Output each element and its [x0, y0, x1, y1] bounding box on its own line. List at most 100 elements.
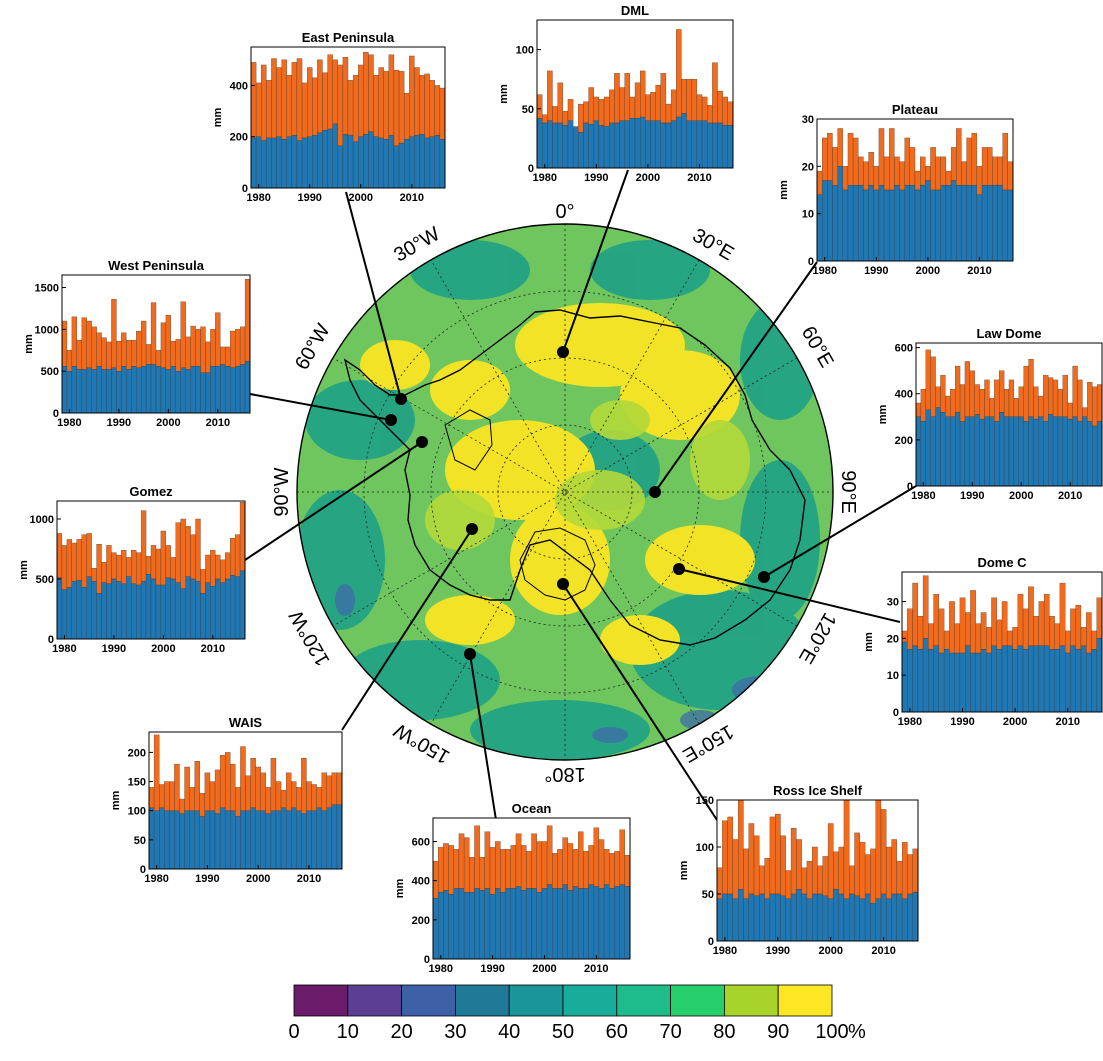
bar-upper [131, 550, 137, 584]
site-marker-gomez [416, 436, 428, 448]
bar-upper [901, 842, 908, 899]
bar-upper [1008, 379, 1015, 417]
bar-lower [316, 807, 322, 870]
polar-map: 0° 30°E 60°E 90°E 120°E 150°E 180° 150°W… [271, 201, 859, 785]
bar-lower [432, 898, 439, 960]
bar-lower [321, 810, 327, 870]
bar-lower [896, 893, 903, 942]
bar-upper [230, 763, 236, 811]
bar-lower [567, 890, 574, 960]
bar-upper [306, 781, 312, 811]
bar-upper [363, 51, 369, 135]
bar-lower [965, 645, 971, 713]
bar-lower [220, 364, 226, 414]
bar-upper [200, 326, 206, 374]
bar-upper [265, 787, 272, 814]
bar-lower [1082, 416, 1088, 487]
bar-lower [925, 409, 931, 487]
y-tick-label: 150 [696, 795, 714, 807]
lon-label: 0° [555, 201, 574, 223]
bar-lower [609, 888, 615, 960]
bar-lower [1067, 418, 1073, 487]
bar-upper [179, 798, 185, 814]
bar-upper [61, 545, 68, 590]
bar-lower [429, 136, 435, 189]
bar-lower [448, 894, 454, 960]
bar-lower [961, 185, 967, 262]
bar-upper [500, 849, 506, 893]
bar-lower [907, 649, 913, 713]
colorbar-tick-label: 40 [498, 1021, 520, 1043]
bar-upper [71, 542, 77, 582]
colorbar-tick-label: 30 [444, 1021, 466, 1043]
bar-lower [342, 134, 349, 189]
bar-upper [670, 89, 677, 121]
bar-upper [557, 849, 563, 889]
bar-upper [86, 320, 92, 368]
bar-upper [136, 330, 142, 368]
bar-lower [833, 889, 839, 942]
site-marker-dome-c [673, 563, 685, 575]
bar-upper [1048, 377, 1054, 415]
bar-lower [1087, 421, 1093, 487]
bar-upper [588, 845, 594, 885]
bar-upper [180, 301, 186, 368]
bar-lower [121, 366, 127, 414]
bar-lower [250, 807, 256, 870]
bar-upper [994, 379, 1000, 422]
bar-lower [1008, 416, 1015, 487]
bar-upper [398, 71, 405, 144]
bar-upper [81, 534, 87, 588]
bar-lower [443, 890, 449, 960]
bar-upper [145, 556, 152, 575]
bar-upper [732, 839, 739, 899]
bar-upper [474, 825, 480, 889]
bar-upper [378, 67, 384, 139]
bar-lower [145, 574, 152, 640]
bar-upper [996, 619, 1003, 650]
bar-upper [999, 370, 1005, 413]
bar-upper [930, 356, 936, 417]
bar-lower [81, 587, 87, 640]
bar-upper [852, 137, 859, 186]
bar-upper [140, 510, 147, 582]
bar-lower [434, 135, 441, 189]
bar-lower [880, 893, 887, 942]
bar-upper [1062, 375, 1068, 417]
map-light-green-patches [425, 400, 750, 550]
bar-upper [738, 799, 744, 890]
bar-lower [195, 366, 201, 414]
bar-upper [907, 608, 913, 650]
x-tick-label: 2000 [636, 172, 660, 184]
bar-upper [155, 548, 162, 586]
bar-panel: Ocean 0 200 400 600 1980 1990 2000 2010 mm [394, 801, 631, 975]
bar-upper [111, 552, 117, 580]
bar-lower [901, 641, 908, 713]
x-tick-label: 2010 [584, 963, 608, 975]
bar-lower [748, 893, 755, 942]
y-axis-label: mm [498, 84, 510, 104]
y-tick-label: 150 [128, 777, 146, 789]
colorbar-segment [616, 984, 671, 1017]
bar-lower [987, 185, 993, 262]
bar-lower [899, 189, 905, 262]
bar-upper [368, 54, 374, 132]
bar-upper [717, 90, 723, 124]
panel-title: Gomez [129, 484, 173, 499]
bar-lower [764, 898, 771, 942]
bar-upper [204, 772, 211, 811]
bar-upper [976, 166, 983, 195]
ice-shelf-outline-2 [444, 409, 493, 471]
bar-upper [954, 623, 961, 654]
bar-upper [1057, 388, 1063, 417]
bar-lower [71, 581, 77, 640]
bar-lower [96, 593, 102, 640]
y-tick-label: 100 [516, 45, 534, 57]
bar-lower [655, 120, 661, 169]
bar-lower [717, 122, 723, 169]
bar-lower [875, 898, 882, 942]
bar-upper [965, 612, 971, 646]
bar-lower [868, 185, 874, 262]
x-tick-label: 2000 [151, 643, 175, 655]
bar-upper [1038, 395, 1044, 417]
